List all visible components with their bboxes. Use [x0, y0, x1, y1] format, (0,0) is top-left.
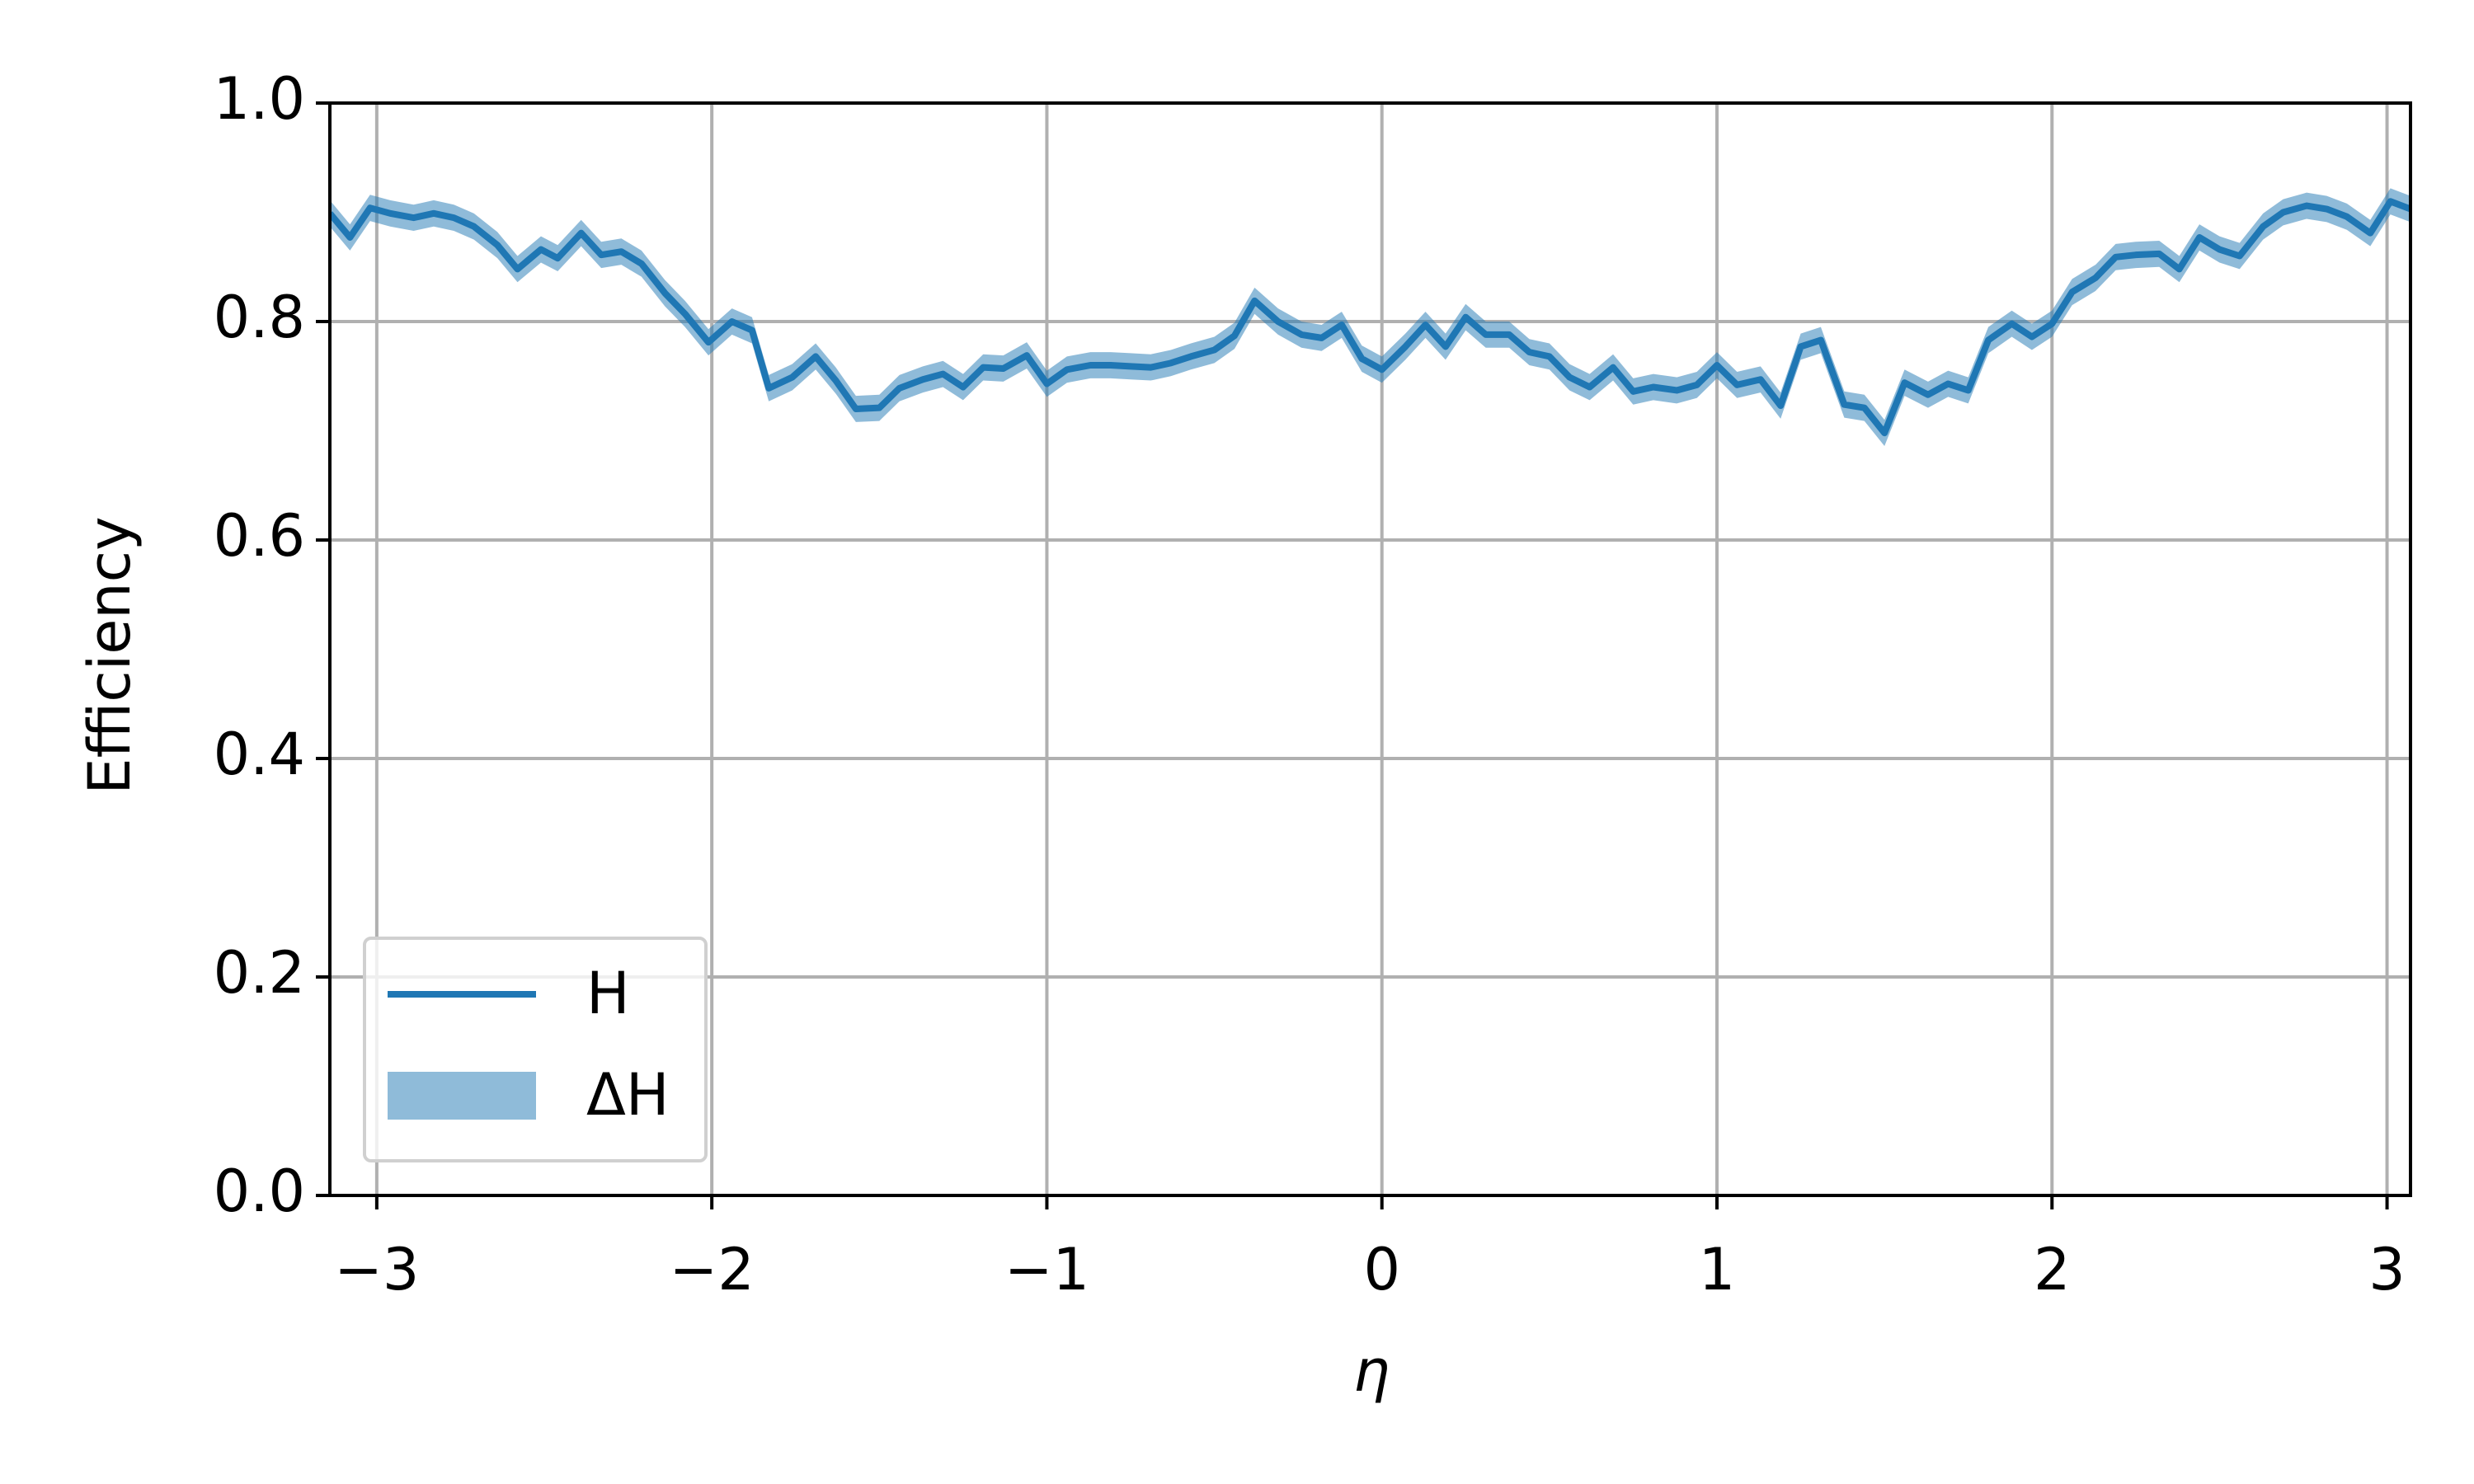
x-tick-label: −3 — [334, 1236, 419, 1303]
y-tick-label: 0.8 — [214, 284, 305, 351]
x-tick-label: 1 — [1699, 1236, 1736, 1303]
x-axis-label: η — [1353, 1337, 1390, 1405]
error-band — [330, 188, 2411, 447]
y-tick-label: 0.6 — [214, 502, 305, 570]
y-axis-label: Efficiency — [76, 516, 143, 794]
y-tick-label: 1.0 — [214, 65, 305, 133]
legend-patch — [388, 1072, 536, 1120]
y-tick-label: 0.4 — [214, 721, 305, 788]
plot-frame — [328, 101, 2412, 1197]
x-tick-label: −1 — [1004, 1236, 1089, 1303]
legend-label: H — [586, 960, 630, 1027]
legend-label: ΔH — [586, 1061, 670, 1129]
x-tick-label: 0 — [1363, 1236, 1400, 1303]
x-tick-label: 3 — [2368, 1236, 2406, 1303]
x-tick-label: −2 — [670, 1236, 755, 1303]
y-tick-label: 0.2 — [214, 939, 305, 1007]
x-tick-label: 2 — [2034, 1236, 2071, 1303]
y-tick-label: 0.0 — [214, 1158, 305, 1225]
line — [330, 198, 2411, 437]
